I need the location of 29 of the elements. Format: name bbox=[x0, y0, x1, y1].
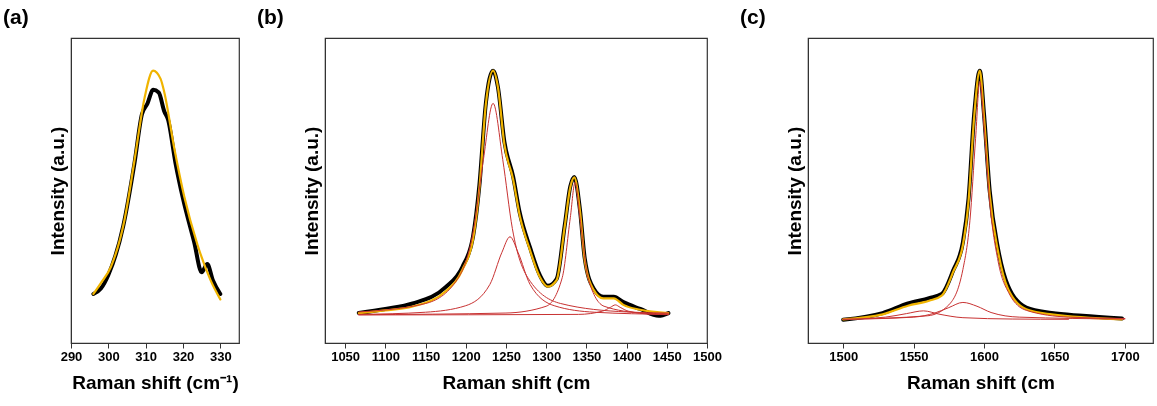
x-tick-label: 1500 bbox=[829, 348, 859, 364]
y-axis-title: Intensity (a.u.) bbox=[783, 126, 805, 256]
x-tick-label: 330 bbox=[209, 348, 232, 364]
chart-title: (b) bbox=[257, 5, 284, 28]
x-tick-label: 1200 bbox=[451, 348, 481, 364]
x-tick-label: 1300 bbox=[532, 348, 562, 364]
x-axis-title: Raman shift (cm⁻¹) bbox=[72, 371, 239, 393]
x-tick-label: 300 bbox=[97, 348, 120, 364]
x-tick-label: 1050 bbox=[331, 348, 361, 364]
y-axis-title: Intensity (a.u.) bbox=[46, 126, 68, 256]
x-tick-label: 290 bbox=[60, 348, 83, 364]
x-tick-label: 1250 bbox=[491, 348, 521, 364]
x-tick-label: 1700 bbox=[1110, 348, 1140, 364]
x-tick-label: 310 bbox=[135, 348, 158, 364]
x-tick-label: 1600 bbox=[970, 348, 999, 364]
chart-title: (a) bbox=[3, 5, 29, 28]
x-tick-label: 1650 bbox=[1040, 348, 1070, 364]
x-tick-label: 1100 bbox=[371, 348, 400, 364]
x-tick-label: 1550 bbox=[899, 348, 929, 364]
x-tick-label: 1150 bbox=[411, 348, 441, 364]
x-tick-label: 1350 bbox=[572, 348, 602, 364]
y-axis-title: Intensity (a.u.) bbox=[300, 126, 322, 256]
x-tick-label: 1450 bbox=[652, 348, 682, 364]
chart-title: (c) bbox=[740, 5, 766, 28]
x-tick-label: 1400 bbox=[612, 348, 642, 364]
x-tick-label: 320 bbox=[172, 348, 195, 364]
x-axis-title: Raman shift (cm bbox=[907, 371, 1055, 393]
x-tick-label: 1500 bbox=[693, 348, 722, 364]
x-axis-title: Raman shift (cm bbox=[442, 371, 591, 393]
